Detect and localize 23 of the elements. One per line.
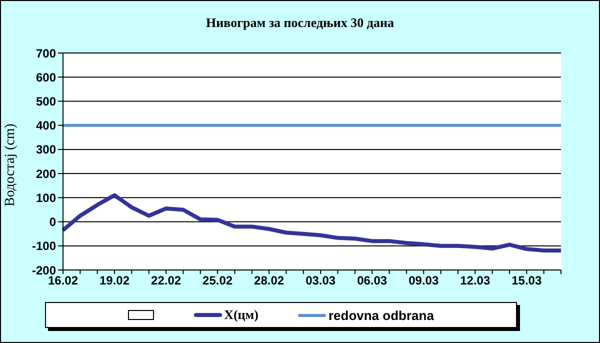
y-tick-label: 300 bbox=[36, 142, 56, 157]
chart-title: Нивограм за последњих 30 дана bbox=[205, 15, 395, 31]
y-tick-label: 600 bbox=[36, 70, 56, 84]
x-tick-label: 15.03 bbox=[512, 274, 542, 288]
y-tick-label: 700 bbox=[36, 46, 56, 60]
legend-label: X(цм) bbox=[224, 307, 258, 323]
x-tick-label: 19.02 bbox=[100, 274, 130, 288]
y-tick-label: -100 bbox=[32, 239, 56, 254]
x-tick-label: 25.02 bbox=[202, 274, 233, 288]
x-tick-label: 22.02 bbox=[151, 274, 182, 288]
y-tick-label: 100 bbox=[36, 190, 56, 205]
x-tick-label: 12.03 bbox=[460, 274, 490, 288]
y-tick-label: 0 bbox=[49, 215, 56, 230]
legend-label: redovna odbrana bbox=[328, 308, 434, 322]
y-tick-label: 400 bbox=[36, 118, 56, 133]
y-axis-title: Водостај (cm) bbox=[2, 123, 18, 206]
line-series bbox=[61, 193, 563, 252]
x-tick-label: 06.03 bbox=[357, 274, 388, 288]
y-tick-label: 500 bbox=[36, 94, 56, 108]
x-tick-label: 03.03 bbox=[306, 274, 336, 288]
x-tick-label: 28.02 bbox=[254, 274, 284, 288]
x-tick-label: 09.03 bbox=[408, 274, 439, 288]
y-tick-label: 200 bbox=[36, 166, 56, 181]
